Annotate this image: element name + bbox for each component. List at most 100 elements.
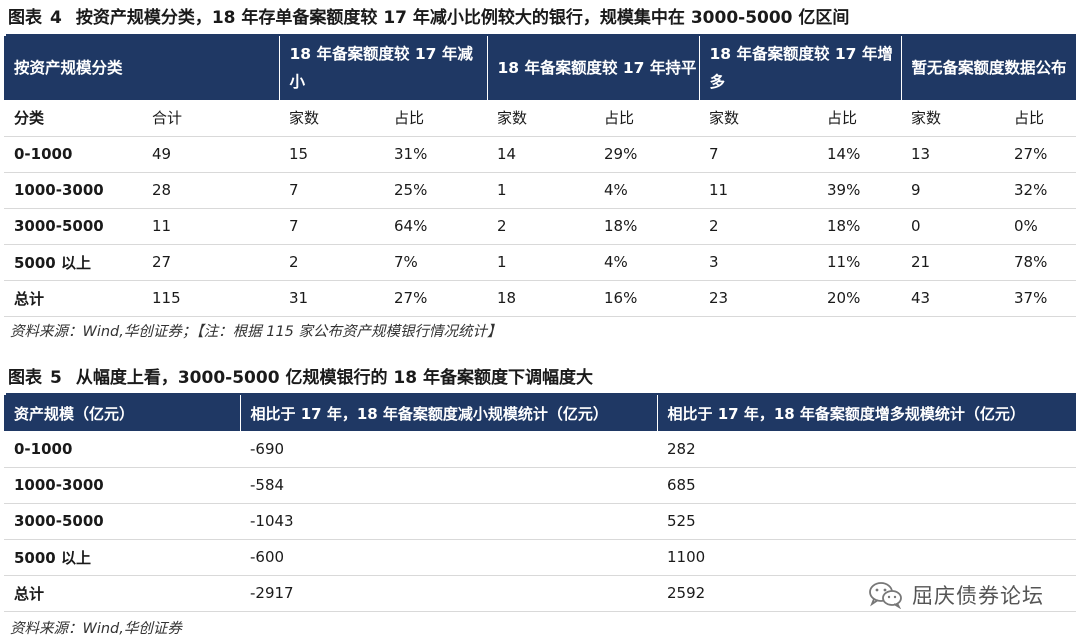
- table-cell: 27%: [1004, 136, 1077, 173]
- table-cell: 1: [487, 244, 595, 281]
- table-cell: 11: [142, 208, 280, 245]
- wechat-icon: [869, 582, 902, 609]
- table-cell: 25%: [384, 172, 488, 209]
- figure-5-number: 5: [50, 368, 62, 388]
- table-cell: 39%: [817, 172, 902, 209]
- table-cell: 4%: [594, 244, 700, 281]
- table-cell: 14%: [817, 136, 902, 173]
- table-cell: 2: [487, 208, 595, 245]
- table-cell: 2: [699, 208, 818, 245]
- figure-5-title: 从幅度上看，3000-5000 亿规模银行的 18 年备案额度下调幅度大: [75, 368, 593, 388]
- table-cell: 31: [279, 280, 385, 317]
- table-cell: 7%: [384, 244, 488, 281]
- table-row: 1000-3000 -584 685: [4, 467, 1076, 504]
- figure-4-sub-header-row: 分类 合计 家数 占比 家数 占比 家数 占比 家数 占比: [4, 100, 1077, 137]
- table-cell: 11%: [817, 244, 902, 281]
- table-cell: 525: [657, 503, 1076, 540]
- table-row: 0-1000 49 15 31% 14 29% 7 14% 13 27%: [4, 136, 1077, 173]
- table-cell: 1100: [657, 539, 1076, 576]
- table-cell: -690: [240, 431, 657, 468]
- table-cell: 16%: [594, 280, 700, 317]
- table-cell: 18%: [594, 208, 700, 245]
- table-cell: 3: [699, 244, 818, 281]
- row-category: 5000 以上: [4, 244, 142, 281]
- table-cell: 23: [699, 280, 818, 317]
- figure-5-label: 图表: [8, 368, 42, 388]
- sub-header-cell: 合计: [142, 100, 280, 137]
- sub-header-cell: 占比: [384, 100, 488, 137]
- figure-4-table: 按资产规模分类 18 年备案额度较 17 年减小 18 年备案额度较 17 年持…: [4, 36, 1077, 317]
- figure-4-rule: [6, 34, 1076, 36]
- group-header-category: 按资产规模分类: [4, 36, 280, 100]
- header-increase: 相比于 17 年，18 年备案额度增多规模统计（亿元）: [657, 395, 1076, 431]
- figure-4-title: 按资产规模分类，18 年存单备案额度较 17 年减小比例较大的银行，规模集中在 …: [75, 8, 850, 28]
- sub-header-cell: 家数: [279, 100, 385, 137]
- row-category: 1000-3000: [4, 467, 240, 504]
- figure-4-label: 图表: [8, 8, 42, 28]
- sub-header-cell: 占比: [817, 100, 902, 137]
- table-cell: 49: [142, 136, 280, 173]
- table-cell: 0: [901, 208, 1005, 245]
- row-category: 5000 以上: [4, 539, 240, 576]
- row-category: 1000-3000: [4, 172, 142, 209]
- table-cell: 7: [279, 172, 385, 209]
- table-cell: 20%: [817, 280, 902, 317]
- figure-5-header-row: 资产规模（亿元） 相比于 17 年，18 年备案额度减小规模统计（亿元） 相比于…: [4, 395, 1076, 431]
- table-row: 3000-5000 11 7 64% 2 18% 2 18% 0 0%: [4, 208, 1077, 245]
- figure-5-caption: 图表 5 从幅度上看，3000-5000 亿规模银行的 18 年备案额度下调幅度大: [8, 366, 593, 390]
- group-header-no-data: 暂无备案额度数据公布: [901, 36, 1077, 100]
- table-cell: 29%: [594, 136, 700, 173]
- figure-4-caption: 图表 4 按资产规模分类，18 年存单备案额度较 17 年减小比例较大的银行，规模集…: [8, 6, 849, 30]
- row-category: 总计: [4, 280, 142, 317]
- table-cell: -1043: [240, 503, 657, 540]
- table-cell: 21: [901, 244, 1005, 281]
- sub-header-cell: 占比: [594, 100, 700, 137]
- table-cell: 2: [279, 244, 385, 281]
- table-row: 5000 以上 -600 1100: [4, 539, 1076, 576]
- sub-header-cell: 占比: [1004, 100, 1077, 137]
- sub-header-cell: 分类: [4, 100, 142, 137]
- table-row: 5000 以上 27 2 7% 1 4% 3 11% 21 78%: [4, 244, 1077, 281]
- table-cell: 115: [142, 280, 280, 317]
- table-cell: 7: [699, 136, 818, 173]
- figure-4-group-header-row: 按资产规模分类 18 年备案额度较 17 年减小 18 年备案额度较 17 年持…: [4, 36, 1077, 100]
- row-category: 总计: [4, 575, 240, 612]
- sub-header-cell: 家数: [487, 100, 595, 137]
- header-decrease: 相比于 17 年，18 年备案额度减小规模统计（亿元）: [240, 395, 658, 431]
- figure-5-rule: [6, 393, 1076, 395]
- table-cell: 1: [487, 172, 595, 209]
- table-cell: 282: [657, 431, 1076, 468]
- table-cell: 18: [487, 280, 595, 317]
- table-cell: 0%: [1004, 208, 1077, 245]
- table-cell: -2917: [240, 575, 657, 612]
- table-row: 0-1000 -690 282: [4, 431, 1076, 468]
- watermark: 屈庆债券论坛: [868, 580, 1044, 610]
- table-cell: 9: [901, 172, 1005, 209]
- row-category: 3000-5000: [4, 503, 240, 540]
- table-cell: 18%: [817, 208, 902, 245]
- table-cell: 64%: [384, 208, 488, 245]
- sub-header-cell: 家数: [901, 100, 1005, 137]
- table-cell: -584: [240, 467, 657, 504]
- figure-4-number: 4: [50, 8, 62, 28]
- watermark-text: 屈庆债券论坛: [912, 584, 1044, 608]
- figure-5-source: 资料来源：Wind,华创证券: [10, 621, 182, 637]
- figure-5-table: 资产规模（亿元） 相比于 17 年，18 年备案额度减小规模统计（亿元） 相比于…: [4, 395, 1076, 612]
- table-cell: 2592: [657, 575, 1076, 612]
- row-category: 0-1000: [4, 136, 142, 173]
- table-row-total: 总计 -2917 2592: [4, 575, 1076, 612]
- table-cell: 685: [657, 467, 1076, 504]
- row-category: 0-1000: [4, 431, 240, 468]
- table-row-total: 总计 115 31 27% 18 16% 23 20% 43 37%: [4, 280, 1077, 317]
- table-cell: 11: [699, 172, 818, 209]
- row-category: 3000-5000: [4, 208, 142, 245]
- header-asset-size: 资产规模（亿元）: [4, 395, 241, 431]
- table-cell: 28: [142, 172, 280, 209]
- table-cell: 27: [142, 244, 280, 281]
- table-cell: 43: [901, 280, 1005, 317]
- table-cell: 4%: [594, 172, 700, 209]
- table-row: 3000-5000 -1043 525: [4, 503, 1076, 540]
- group-header-decreased: 18 年备案额度较 17 年减小: [279, 36, 488, 100]
- table-cell: 7: [279, 208, 385, 245]
- table-cell: 32%: [1004, 172, 1077, 209]
